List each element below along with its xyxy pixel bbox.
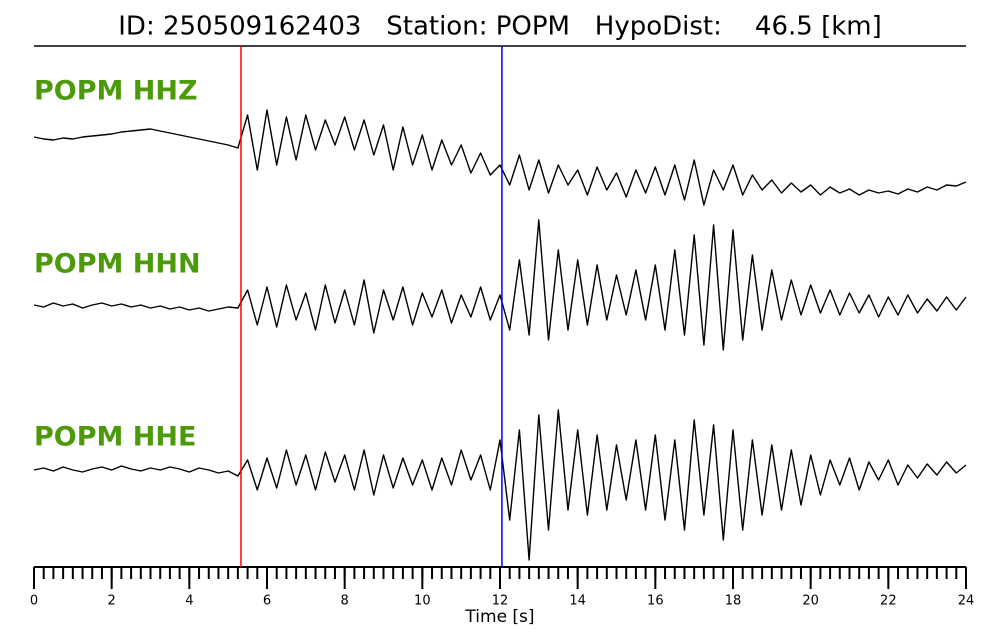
waveform (33, 409, 967, 561)
x-tick-label: 0 (30, 594, 38, 609)
x-axis-label: Time [s] (464, 607, 534, 627)
x-tick-label: 16 (647, 594, 664, 609)
x-tick-label: 22 (880, 594, 897, 609)
x-tick-label: 10 (414, 594, 431, 609)
trace-label: POPM HHE (34, 422, 196, 453)
x-tick-label: 4 (185, 594, 193, 609)
x-tick-label: 14 (569, 594, 586, 609)
waveform (33, 219, 967, 351)
x-tick-label: 20 (802, 594, 819, 609)
x-tick-label: 18 (725, 594, 742, 609)
trace-label: POPM HHZ (34, 76, 198, 107)
x-tick-label: 24 (958, 594, 975, 609)
waveform (33, 109, 967, 206)
x-tick-label: 6 (263, 594, 271, 609)
chart-title: ID: 250509162403 Station: POPM HypoDist:… (118, 12, 882, 42)
x-tick-label: 2 (108, 594, 116, 609)
trace-label: POPM HHN (34, 249, 201, 280)
x-tick-label: 8 (341, 594, 349, 609)
x-tick-label: 12 (492, 594, 509, 609)
